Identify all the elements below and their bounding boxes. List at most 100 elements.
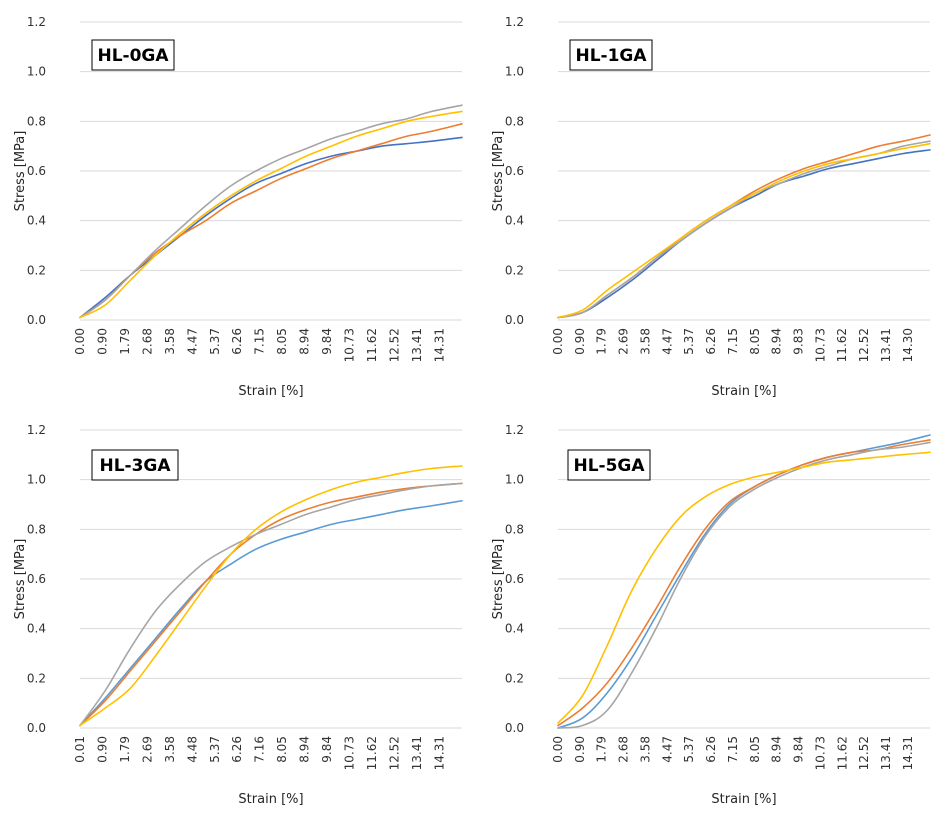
series-line-2 (79, 482, 463, 727)
y-axis-title: Stress [MPa] (491, 539, 506, 620)
x-tick-label: 0.90 (96, 328, 110, 355)
x-tick-label: 8.05 (748, 736, 762, 763)
y-tick-label: 0.4 (27, 622, 46, 636)
chart-panel-3: 0.0 0.2 0.4 0.6 0.8 1.0 1.2 0.01 0.90 1.79 2.69 3.5… (0, 408, 466, 816)
x-tick-label: 0.90 (573, 736, 587, 763)
x-tick-label: 8.94 (298, 328, 312, 355)
y-tick-label: 0.6 (27, 572, 46, 586)
x-tick-label: 14.31 (432, 328, 446, 362)
chart-panel-1: 0.0 0.2 0.4 0.6 0.8 1.0 1.2 0.00 0.90 1.79 2.68 3.5… (0, 0, 466, 408)
x-tick-label: 4.47 (660, 328, 674, 355)
y-tick-label: 1.0 (505, 473, 524, 487)
x-tick-label: 1.79 (595, 736, 609, 763)
y-tick-label: 0.0 (505, 313, 524, 327)
x-tick-label: 2.69 (617, 328, 631, 355)
y-tick-label: 0.8 (27, 522, 46, 536)
y-axis-title: Stress [MPa] (491, 131, 506, 212)
x-tick-label: 7.15 (726, 328, 740, 355)
y-tick-label: 0.8 (505, 522, 524, 536)
x-axis-title: Strain [%] (238, 384, 303, 399)
x-tick-label: 6.26 (230, 328, 244, 355)
x-tick-label: 9.84 (792, 736, 806, 763)
y-tick-label: 1.0 (27, 65, 46, 79)
y-axis-title: Stress [MPa] (13, 131, 28, 212)
series-line-4 (79, 465, 463, 727)
x-tick-label: 0.90 (573, 328, 587, 355)
x-tick-label: 2.68 (140, 328, 154, 355)
series-line-4 (557, 451, 931, 724)
x-tick-label: 11.62 (835, 736, 849, 770)
y-tick-label: 0.6 (505, 164, 524, 178)
x-tick-label: 13.41 (410, 736, 424, 770)
x-tick-label: 11.62 (365, 736, 379, 770)
y-tick-label: 0.2 (27, 671, 46, 685)
x-tick-label: 10.73 (343, 328, 357, 362)
x-tick-label: 3.58 (163, 328, 177, 355)
series-line-4 (557, 142, 931, 319)
x-tick-label: 4.47 (660, 736, 674, 763)
x-tick-label: 8.05 (275, 736, 289, 763)
x-tick-label: 12.52 (388, 736, 402, 770)
chart-svg: 0.0 0.2 0.4 0.6 0.8 1.0 1.2 0.00 0.90 1.79 2.68 3.5… (491, 423, 931, 807)
x-tick-label: 8.94 (770, 328, 784, 355)
x-tick-label: 3.58 (639, 328, 653, 355)
x-tick-label: 10.73 (814, 736, 828, 770)
x-tick-label: 13.41 (879, 328, 893, 362)
x-tick-label: 0.01 (73, 736, 87, 763)
x-tick-label: 11.62 (835, 328, 849, 362)
x-tick-label: 9.84 (320, 736, 334, 763)
panel-label: HL-0GA (97, 46, 169, 66)
x-tick-label: 8.05 (275, 328, 289, 355)
panel-label-box (91, 449, 179, 481)
x-tick-label: 6.26 (704, 328, 718, 355)
panel-label: HL-5GA (573, 456, 645, 476)
y-tick-label: 0.2 (27, 263, 46, 277)
x-tick-label: 12.52 (388, 328, 402, 362)
x-tick-label: 14.31 (432, 736, 446, 770)
x-tick-label: 6.26 (230, 736, 244, 763)
x-tick-label: 9.84 (320, 328, 334, 355)
x-tick-label: 0.00 (551, 736, 565, 763)
x-tick-label: 4.47 (185, 328, 199, 355)
series-line-1 (79, 499, 463, 727)
series-line-1 (557, 149, 931, 319)
chart-panel-2: 0.0 0.2 0.4 0.6 0.8 1.0 1.2 0.00 0.90 1.79 2.69 3.5… (478, 0, 932, 408)
y-tick-label: 0.6 (27, 164, 46, 178)
x-tick-label: 2.68 (617, 736, 631, 763)
x-tick-label: 2.69 (140, 736, 154, 763)
series-line-3 (79, 482, 463, 727)
x-tick-label: 1.79 (595, 328, 609, 355)
panel-label-box (91, 39, 175, 71)
x-tick-label: 0.00 (73, 328, 87, 355)
x-axis-title: Strain [%] (711, 792, 776, 807)
x-tick-label: 3.58 (163, 736, 177, 763)
x-tick-label: 14.31 (901, 736, 915, 770)
x-tick-label: 5.37 (208, 328, 222, 355)
x-tick-label: 7.15 (726, 736, 740, 763)
x-tick-label: 3.58 (639, 736, 653, 763)
y-tick-label: 0.4 (505, 214, 524, 228)
x-tick-label: 5.37 (682, 328, 696, 355)
y-tick-label: 0.0 (505, 721, 524, 735)
x-tick-label: 5.37 (208, 736, 222, 763)
x-axis-title: Strain [%] (711, 384, 776, 399)
y-tick-label: 1.0 (27, 473, 46, 487)
x-tick-label: 14.30 (901, 328, 915, 362)
x-axis-title: Strain [%] (238, 792, 303, 807)
x-tick-label: 0.90 (96, 736, 110, 763)
x-tick-label: 1.79 (118, 736, 132, 763)
y-tick-label: 0.0 (27, 721, 46, 735)
y-tick-label: 1.2 (27, 423, 46, 437)
y-tick-label: 0.8 (27, 114, 46, 128)
x-tick-label: 8.94 (770, 736, 784, 763)
series-line-1 (79, 136, 463, 319)
y-tick-label: 0.4 (27, 214, 46, 228)
panel-label: HL-3GA (99, 456, 171, 476)
x-tick-label: 7.16 (253, 736, 267, 763)
series-line-4 (79, 110, 463, 319)
y-tick-label: 0.8 (505, 114, 524, 128)
x-tick-label: 8.94 (298, 736, 312, 763)
x-tick-label: 11.62 (365, 328, 379, 362)
panel-label-box (569, 39, 653, 71)
